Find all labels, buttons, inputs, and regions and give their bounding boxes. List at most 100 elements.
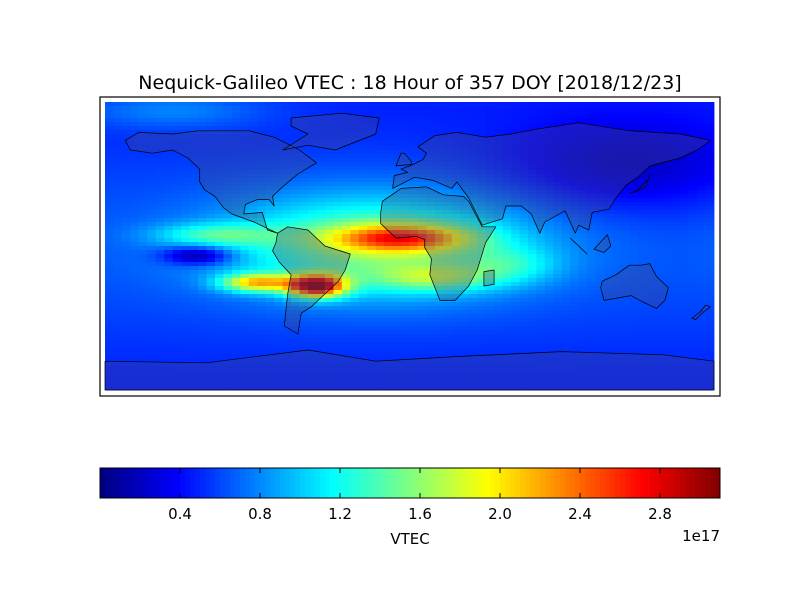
heatmap-cell: [392, 362, 402, 367]
heatmap-cell: [468, 142, 478, 147]
heatmap-cell: [451, 178, 461, 183]
heatmap-cell: [367, 314, 377, 319]
heatmap-cell: [494, 154, 503, 159]
heatmap-cell: [138, 298, 148, 303]
heatmap-cell: [384, 102, 393, 107]
heatmap-cell: [308, 262, 317, 267]
heatmap-cell: [333, 326, 343, 331]
heatmap-cell: [620, 218, 630, 223]
heatmap-cell: [468, 326, 478, 331]
heatmap-cell: [214, 170, 224, 175]
heatmap-cell: [189, 178, 199, 183]
heatmap-cell: [147, 302, 157, 307]
heatmap-cell: [553, 230, 563, 235]
heatmap-cell: [358, 338, 368, 343]
heatmap-cell: [519, 354, 529, 359]
heatmap-cell: [511, 318, 520, 323]
heatmap-cell: [426, 306, 436, 311]
heatmap-cell: [595, 186, 605, 191]
heatmap-cell: [587, 358, 596, 363]
heatmap-cell: [341, 278, 351, 283]
heatmap-cell: [494, 326, 503, 331]
heatmap-cell: [460, 346, 470, 351]
heatmap-cell: [248, 302, 258, 307]
heatmap-cell: [257, 278, 267, 283]
heatmap-cell: [130, 338, 140, 343]
heatmap-cell: [248, 230, 258, 235]
heatmap-cell: [612, 142, 622, 147]
heatmap-cell: [282, 270, 292, 275]
heatmap-cell: [544, 306, 554, 311]
heatmap-cell: [451, 310, 461, 315]
heatmap-cell: [172, 342, 182, 347]
heatmap-cell: [164, 134, 174, 139]
heatmap-cell: [519, 198, 529, 203]
heatmap-cell: [206, 310, 216, 315]
heatmap-cell: [282, 238, 292, 243]
heatmap-cell: [502, 314, 512, 319]
heatmap-cell: [637, 106, 647, 111]
heatmap-cell: [604, 274, 613, 279]
heatmap-cell: [350, 154, 360, 159]
heatmap-cell: [198, 162, 207, 167]
heatmap-cell: [113, 282, 123, 287]
heatmap-cell: [663, 338, 673, 343]
heatmap-cell: [519, 130, 529, 135]
heatmap-cell: [460, 278, 470, 283]
heatmap-cell: [570, 302, 580, 307]
heatmap-cell: [299, 198, 309, 203]
heatmap-cell: [527, 238, 537, 243]
heatmap-cell: [680, 374, 690, 379]
heatmap-cell: [358, 310, 368, 315]
heatmap-cell: [375, 230, 385, 235]
heatmap-cell: [147, 186, 157, 191]
heatmap-cell: [654, 190, 664, 195]
heatmap-cell: [536, 254, 546, 259]
heatmap-cell: [291, 266, 300, 271]
heatmap-cell: [248, 238, 258, 243]
heatmap-cell: [417, 326, 427, 331]
heatmap-cell: [113, 166, 123, 171]
heatmap-cell: [121, 318, 131, 323]
heatmap-cell: [417, 350, 427, 355]
heatmap-cell: [604, 358, 613, 363]
heatmap-cell: [477, 126, 487, 131]
heatmap-cell: [680, 110, 690, 115]
heatmap-cell: [561, 142, 571, 147]
heatmap-cell: [680, 254, 690, 259]
heatmap-cell: [257, 306, 267, 311]
heatmap-cell: [434, 142, 444, 147]
heatmap-cell: [282, 254, 292, 259]
heatmap-cell: [604, 138, 613, 143]
heatmap-cell: [223, 250, 233, 255]
heatmap-cell: [494, 298, 503, 303]
heatmap-cell: [561, 134, 571, 139]
heatmap-cell: [612, 138, 622, 143]
heatmap-cell: [468, 302, 478, 307]
heatmap-cell: [206, 150, 216, 155]
heatmap-cell: [654, 178, 664, 183]
heatmap-cell: [485, 118, 495, 123]
heatmap-cell: [663, 230, 673, 235]
heatmap-cell: [248, 294, 258, 299]
heatmap-cell: [121, 138, 131, 143]
heatmap-cell: [324, 286, 334, 291]
heatmap-cell: [333, 214, 343, 219]
heatmap-cell: [392, 266, 402, 271]
heatmap-cell: [417, 138, 427, 143]
heatmap-cell: [570, 154, 580, 159]
heatmap-cell: [451, 182, 461, 187]
heatmap-cell: [265, 146, 275, 151]
heatmap-cell: [121, 274, 131, 279]
heatmap-cell: [147, 142, 157, 147]
heatmap-cell: [705, 198, 715, 203]
heatmap-cell: [308, 354, 317, 359]
heatmap-cell: [308, 358, 317, 363]
heatmap-cell: [502, 346, 512, 351]
heatmap-cell: [231, 366, 241, 371]
heatmap-cell: [240, 114, 250, 119]
heatmap-cell: [291, 366, 300, 371]
heatmap-cell: [138, 170, 148, 175]
heatmap-cell: [206, 222, 216, 227]
heatmap-cell: [375, 130, 385, 135]
